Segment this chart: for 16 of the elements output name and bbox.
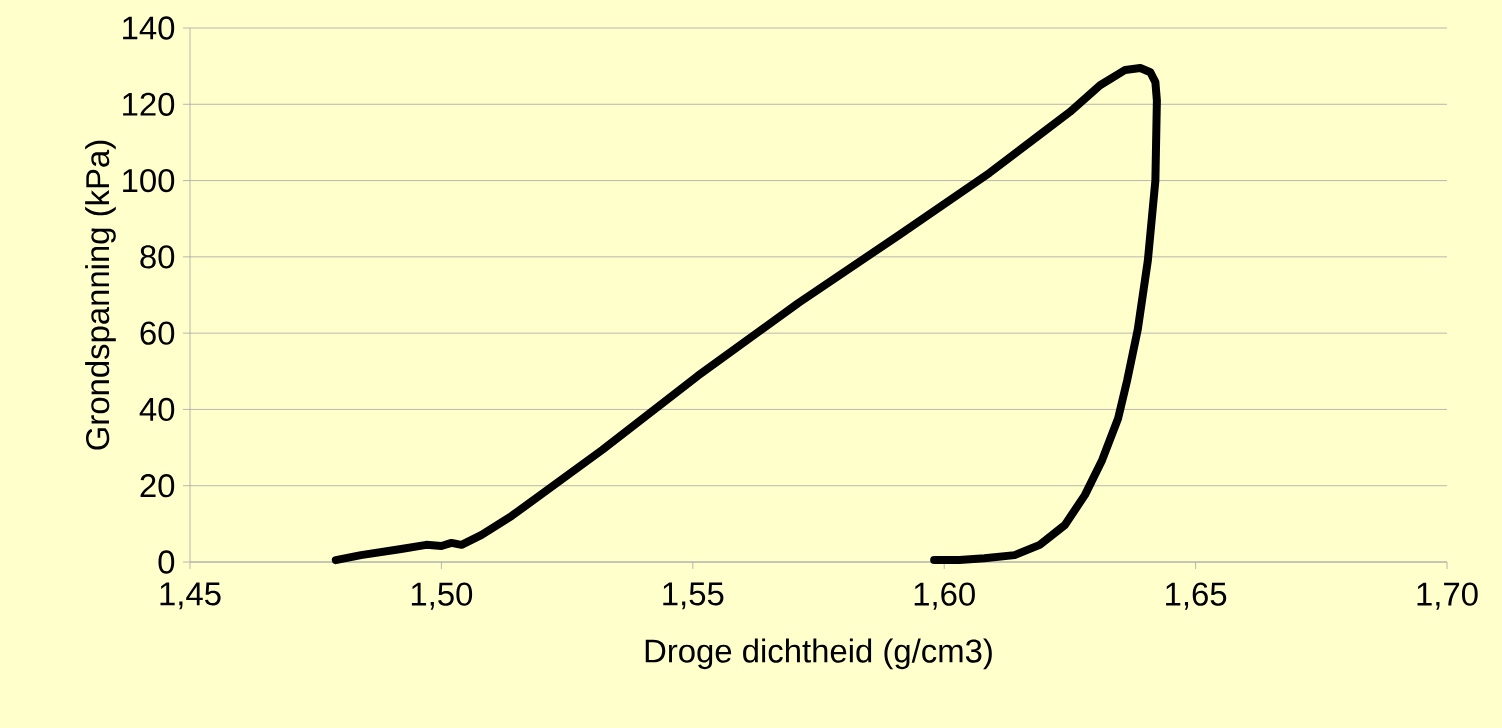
x-tick-label: 1,45 <box>160 582 221 610</box>
y-tick-label: 40 <box>139 397 175 422</box>
y-tick-label: 100 <box>123 168 175 193</box>
x-tick-label: 1,55 <box>663 582 724 610</box>
x-tick-label: 1,65 <box>1166 582 1227 610</box>
y-tick-label: 60 <box>140 321 175 345</box>
x-tick-label: 1,50 <box>411 582 473 610</box>
y-tick-label: 0 <box>158 550 175 574</box>
y-tick-label: 20 <box>140 474 175 498</box>
y-axis-title: Grondspanning (kPa) <box>85 140 116 450</box>
y-tick-label: 120 <box>123 92 175 116</box>
x-tick-label: 1,60 <box>914 582 975 610</box>
x-tick-label: 1,70 <box>1417 582 1478 610</box>
x-axis-title: Droge dichtheid (g/cm3) <box>645 638 992 670</box>
y-tick-label: 140 <box>123 16 175 40</box>
y-tick-label: 80 <box>140 245 175 269</box>
